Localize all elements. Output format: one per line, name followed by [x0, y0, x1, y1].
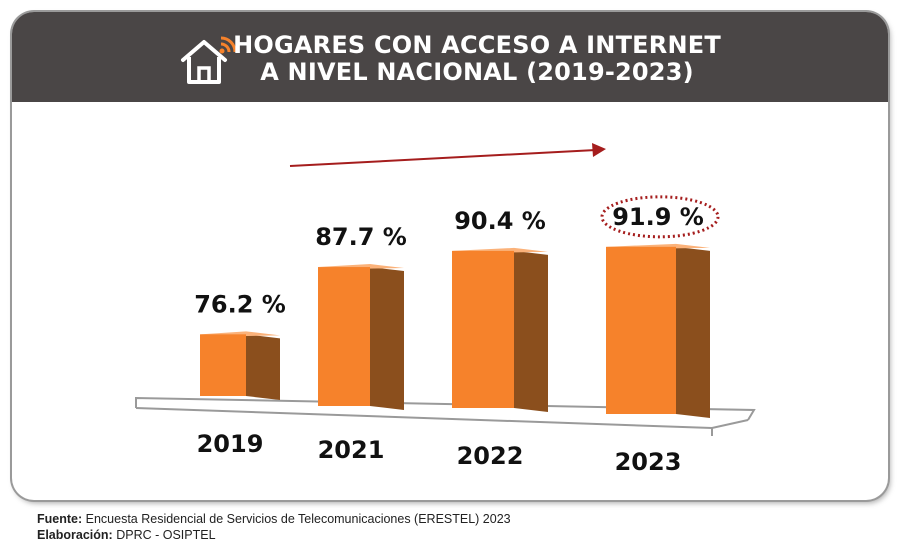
category-label-2022: 2022 [457, 442, 524, 470]
category-label-2023: 2023 [615, 448, 682, 476]
value-label-2019: 76.2 % [194, 290, 286, 318]
bar-2022 [452, 250, 514, 408]
credit-note: Elaboración: DPRC - OSIPTEL [37, 528, 216, 542]
trend-arrow-line [289, 149, 597, 167]
highlight-oval [600, 195, 720, 239]
floor-back-edge [135, 396, 756, 421]
category-label-2021: 2021 [318, 436, 385, 464]
source-text: Encuesta Residencial de Servicios de Tel… [85, 512, 511, 526]
chart-card: HOGARES CON ACCESO A INTERNET A NIVEL NA… [12, 12, 888, 500]
value-label-2023: 91.9 % [612, 203, 704, 231]
bar-2023 [606, 246, 676, 414]
trend-arrow-head [592, 143, 606, 157]
home-wifi-icon [181, 36, 237, 84]
bar-side-2021 [370, 267, 404, 410]
title-line-2: A NIVEL NACIONAL (2019-2023) [260, 58, 694, 86]
bar-side-2019 [246, 334, 280, 400]
title-line-1: HOGARES CON ACCESO A INTERNET [233, 31, 721, 59]
bar-2021 [318, 267, 370, 406]
credit-text: DPRC - OSIPTEL [116, 528, 216, 542]
value-label-2022: 90.4 % [454, 207, 546, 235]
category-label-2019: 2019 [197, 430, 264, 458]
bar-chart: 76.2 % 2019 87.7 % 2021 90.4 % 2022 91.9 % 2023 [135, 143, 756, 476]
source-label: Fuente: [37, 512, 83, 526]
bar-side-2022 [514, 250, 548, 412]
bar-2019 [200, 334, 246, 396]
credit-label: Elaboración: [37, 528, 113, 542]
chart-title: HOGARES CON ACCESO A INTERNET A NIVEL NA… [177, 32, 777, 86]
source-note: Fuente: Encuesta Residencial de Servicio… [37, 512, 511, 526]
bar-side-2023 [676, 246, 710, 418]
value-label-2021: 87.7 % [315, 223, 407, 251]
title-banner: HOGARES CON ACCESO A INTERNET A NIVEL NA… [12, 12, 888, 102]
